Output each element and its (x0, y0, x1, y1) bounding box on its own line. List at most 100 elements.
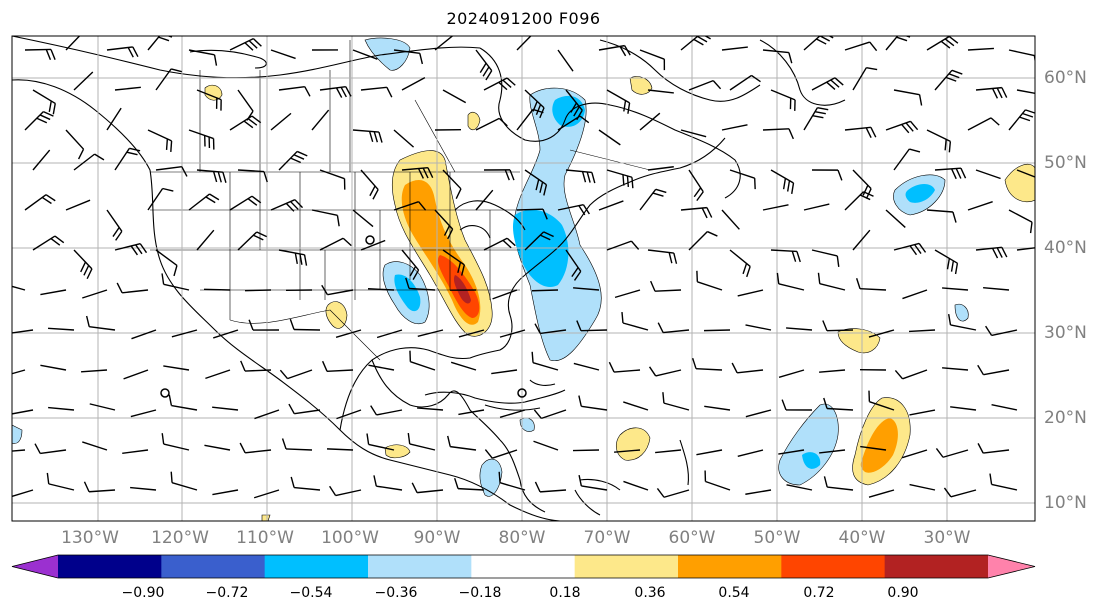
wind-barb (885, 36, 911, 51)
wind-barb (606, 169, 634, 189)
wind-barb (770, 169, 795, 194)
wind-barb-flag (1001, 87, 1008, 98)
wind-barb (447, 435, 477, 451)
colorbar-segment (368, 555, 472, 578)
wind-barb-flag (1025, 109, 1035, 114)
wind-barb-flag (290, 201, 299, 210)
wind-barb (290, 476, 321, 491)
colorbar-tick-label: 0.90 (887, 585, 919, 601)
lat-label: 20°N (1044, 408, 1087, 428)
wind-barb (321, 360, 354, 372)
wind-barb (32, 149, 51, 171)
wind-barb-flag (626, 175, 630, 187)
wind-barb-flag (823, 476, 828, 488)
wind-barb-flag (419, 53, 424, 65)
wind-barb (417, 329, 444, 338)
wind-barb-flag (990, 117, 1000, 126)
wind-barb (329, 485, 362, 497)
wind-barb (943, 487, 977, 498)
wind-barb (278, 249, 308, 266)
wind-barb-flag (751, 74, 761, 83)
wind-barb-flag (706, 207, 713, 218)
wind-barb (1016, 169, 1035, 178)
wind-barb-flag (289, 318, 295, 330)
wind-barb (534, 323, 567, 335)
wind-barb (935, 448, 969, 458)
positive-anomaly-pacific (384, 444, 411, 459)
colorbar (11, 554, 1036, 579)
wind-barb (524, 169, 548, 196)
wind-barb (975, 169, 1001, 180)
wind-barb (696, 449, 723, 456)
wind-barb (24, 194, 56, 211)
wind-barb-flag (217, 171, 222, 183)
wind-barb (498, 471, 526, 491)
wind-barb (989, 473, 1018, 491)
wind-barb (240, 360, 272, 372)
wind-barb (534, 481, 567, 493)
wind-barb-flag (712, 80, 722, 90)
wind-barb-flag (542, 208, 548, 220)
wind-barb-flag (304, 86, 311, 97)
lon-label: 100°W (321, 528, 379, 548)
wind-barb (1016, 89, 1035, 95)
wind-barb-flag (1022, 112, 1034, 118)
wind-barb-flag (1029, 222, 1033, 234)
wind-barb (598, 129, 621, 146)
wind-barb-flag (418, 201, 427, 211)
wind-barb-flag (39, 114, 51, 121)
wind-barb-flag (372, 189, 379, 200)
wind-barb (524, 231, 554, 251)
colorbar-tick-label: −0.36 (374, 585, 418, 601)
wind-barb-flag (573, 271, 582, 281)
wind-barb (680, 129, 707, 138)
wind-barb (647, 166, 674, 171)
wind-barb (161, 433, 190, 451)
colorbar-tick-label: 0.72 (803, 585, 835, 601)
wind-barb (205, 369, 231, 380)
wind-barb (393, 129, 415, 148)
wind-barb (516, 208, 548, 220)
wind-barb-flag (170, 471, 173, 483)
wind-barb (688, 230, 718, 251)
wind-barb (131, 329, 157, 340)
wind-barb-flag (299, 253, 303, 265)
wind-barb (811, 77, 844, 91)
wind-barb-flag (781, 399, 787, 411)
wind-barb (34, 443, 67, 455)
wind-barb (817, 272, 846, 291)
wind-barb-flag (573, 106, 580, 117)
wind-barb (376, 329, 403, 339)
wind-barb-flag (539, 181, 544, 193)
wind-barb-flag (955, 168, 962, 179)
wind-barb-flag (41, 196, 52, 205)
wind-barb-flag (608, 361, 615, 373)
wind-barb (188, 49, 218, 66)
wind-barb-flag (693, 187, 702, 198)
wind-barb-flag (247, 198, 258, 206)
wind-barb (977, 364, 1010, 376)
wind-barb (281, 438, 313, 451)
wind-barb (745, 324, 772, 331)
wind-barb (407, 432, 436, 451)
wind-barb-flag (581, 171, 587, 183)
wind-barb (516, 36, 546, 51)
wind-barb-flag (977, 364, 985, 376)
wind-barb-flag (50, 49, 56, 60)
wind-barb-flag (422, 167, 429, 179)
wind-barb (85, 315, 116, 331)
wind-barb-flag (948, 73, 960, 79)
wind-barb (434, 209, 454, 240)
wind-barb-flag (657, 322, 664, 333)
wind-barb (32, 89, 56, 115)
wind-barb-flag (624, 45, 631, 56)
wind-barb-flag (652, 192, 664, 197)
wind-barb (475, 49, 493, 81)
lon-label: 40°W (838, 528, 886, 548)
wind-barb-flag (951, 69, 963, 75)
wind-barb (270, 49, 296, 60)
wind-barb (572, 449, 600, 452)
wind-barb (83, 481, 116, 493)
positive-anomaly-sargasso (837, 328, 881, 354)
wind-barb (106, 209, 123, 241)
